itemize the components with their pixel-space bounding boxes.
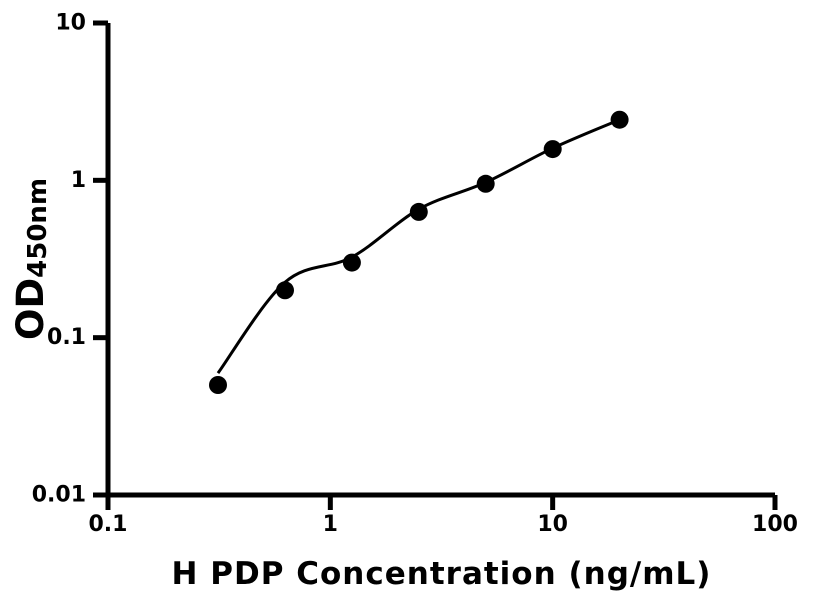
data-point-x10 (543, 140, 562, 159)
data-point-x5 (476, 174, 495, 193)
y-tick-label-0.01: 0.01 (32, 483, 86, 508)
data-point-x20 (610, 110, 629, 129)
y-tick-label-1: 1 (71, 168, 86, 193)
axes (105, 23, 775, 498)
x-tick-label-100: 100 (752, 512, 798, 537)
x-tick-label-0.1: 0.1 (89, 512, 128, 537)
y-axis-label: OD450nm (9, 178, 53, 340)
data-point-x0.3125 (209, 376, 227, 394)
data-point-x0.625 (276, 281, 294, 300)
x-tick-label-10: 10 (537, 512, 568, 537)
x-axis-label: H PDP Concentration (ng/mL) (172, 556, 712, 592)
fit-curve (216, 118, 621, 374)
y-tick-label-10: 10 (55, 11, 86, 36)
data-point-x2.5 (409, 202, 428, 221)
y-tick-label-0.1: 0.1 (47, 325, 86, 350)
data-point-x1.25 (342, 253, 361, 272)
data-points (209, 110, 629, 394)
y-axis-label-main: OD (9, 278, 52, 340)
axis-ticks (93, 20, 778, 510)
axis-spines (105, 23, 775, 498)
x-tick-label-1: 1 (323, 512, 338, 537)
y-axis-label-subscript: 450nm (23, 178, 53, 278)
